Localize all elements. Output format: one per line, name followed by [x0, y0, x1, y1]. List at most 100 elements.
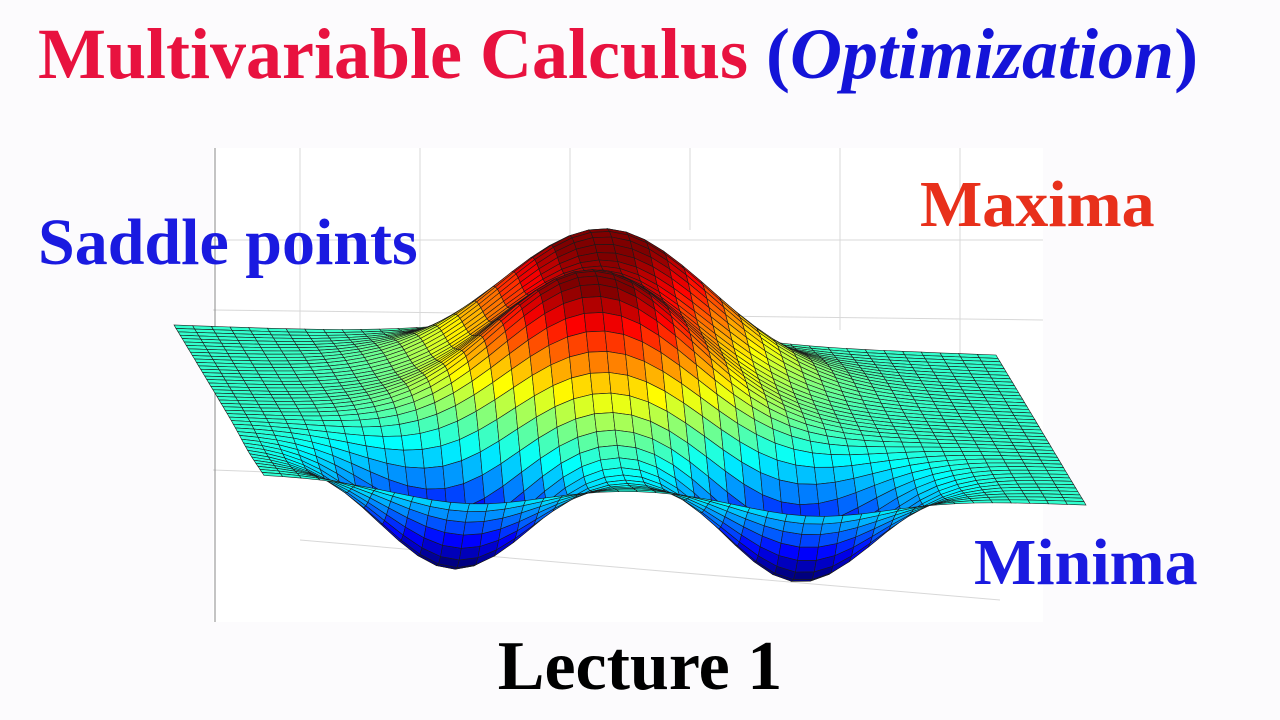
mesh-cell [922, 446, 944, 452]
mesh-cell [1015, 480, 1037, 485]
mesh-cell [971, 499, 994, 504]
mesh-cell [1008, 469, 1031, 475]
title-paren: ( [766, 14, 790, 94]
mesh-cell [814, 466, 836, 485]
mesh-cell [585, 330, 608, 353]
mesh-cell [268, 360, 291, 365]
mesh-cell [287, 390, 309, 396]
mesh-cell [863, 440, 886, 448]
mesh-cell [274, 370, 297, 375]
mesh-cell [984, 458, 1006, 464]
title-paren: ) [1174, 14, 1199, 94]
label-saddle: Saddle points [38, 206, 418, 279]
mesh-cell [581, 296, 604, 314]
label-minima: Minima [974, 526, 1198, 599]
mesh-cell [289, 334, 312, 339]
mesh-cell [596, 429, 618, 448]
mesh-cell [258, 343, 281, 349]
mesh-cell [1002, 458, 1025, 464]
mesh-cell [989, 499, 1012, 504]
mesh-cell [359, 417, 382, 428]
mesh-cell [251, 363, 274, 368]
mesh-cell [801, 523, 823, 535]
title-main: Multivariable Calculus [38, 14, 749, 94]
mesh-cell [444, 519, 466, 536]
mesh-cell [268, 390, 291, 396]
mesh-cell [1046, 500, 1068, 505]
mesh-cell [793, 571, 815, 580]
mesh-cell [264, 384, 287, 389]
mesh-cell [795, 559, 817, 573]
mesh-cell [594, 412, 616, 433]
mesh-cell [272, 397, 295, 402]
mesh-cell [278, 407, 301, 413]
mesh-cell [812, 452, 834, 468]
mesh-cell [594, 244, 617, 254]
mesh-cell [828, 443, 851, 456]
mesh-cell [614, 429, 637, 449]
mesh-cell [465, 510, 487, 523]
mesh-cell [421, 445, 444, 469]
mesh-cell [401, 433, 423, 451]
mesh-cell [264, 353, 287, 358]
mesh-cell [270, 363, 293, 368]
mesh-cell [583, 312, 606, 333]
mesh-cell [1019, 486, 1042, 491]
mesh-cell [284, 387, 307, 392]
mesh-cell [266, 387, 289, 392]
mesh-cell [610, 392, 633, 416]
mesh-cell [959, 447, 982, 452]
mesh-cell [299, 411, 322, 417]
mesh-cell [403, 449, 425, 469]
mesh-cell [821, 515, 844, 525]
mesh-cell [882, 441, 905, 448]
mesh-cell [318, 410, 340, 417]
mesh-cell [260, 347, 283, 352]
mesh-cell [608, 372, 631, 397]
mesh-cell [847, 445, 869, 456]
mesh-cell [281, 350, 304, 355]
mesh-cell [256, 370, 278, 375]
mesh-cell [275, 340, 297, 345]
mesh-cell [980, 451, 1002, 456]
mesh-cell [306, 331, 329, 336]
mesh-cell [272, 367, 295, 372]
mesh-cell [940, 446, 963, 452]
mesh-cell [338, 413, 361, 421]
mesh-cell [282, 384, 305, 389]
mesh-cell [1064, 500, 1087, 506]
mesh-cell [1008, 499, 1031, 504]
mesh-cell [830, 454, 853, 468]
mesh-cell [254, 367, 276, 372]
mesh-cell [592, 236, 614, 246]
mesh-cell [938, 442, 961, 448]
mesh-cell [361, 426, 384, 437]
mesh-cell [270, 394, 293, 399]
mesh-cell [604, 330, 626, 355]
mesh-cell [1027, 499, 1050, 505]
mesh-cell [1004, 493, 1027, 498]
mesh-cell [304, 328, 327, 333]
title-note: Optimization [790, 14, 1175, 94]
mesh-cell [1002, 490, 1025, 495]
mesh-cell [778, 479, 801, 506]
mesh-cell [1004, 462, 1027, 467]
mesh-cell [866, 446, 888, 455]
mesh-cell [920, 442, 942, 448]
footer: Lecture 1 [497, 628, 783, 705]
mesh-cell [295, 404, 318, 409]
title: Multivariable Calculus (Optimization) [38, 18, 1198, 90]
mesh-cell [262, 350, 285, 355]
mesh-cell [1025, 466, 1048, 471]
mesh-cell [272, 337, 295, 342]
mesh-cell [280, 380, 303, 385]
mesh-cell [276, 404, 299, 409]
mesh-cell [797, 483, 819, 506]
mesh-cell [1021, 490, 1044, 495]
mesh-cell [340, 419, 363, 428]
mesh-cell [467, 503, 489, 512]
mesh-cell [1017, 483, 1039, 488]
mesh-cell [598, 444, 620, 461]
